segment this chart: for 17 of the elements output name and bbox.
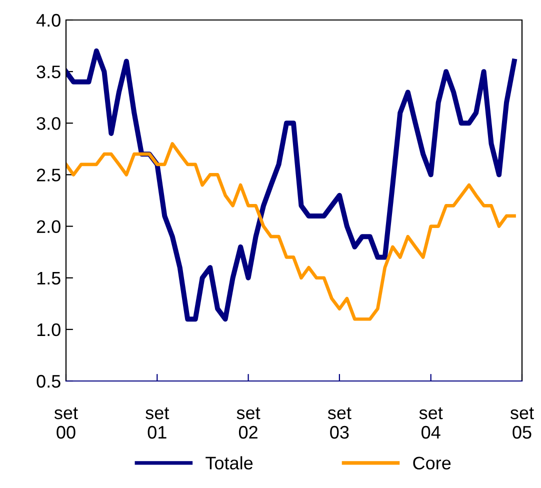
- x-tick-label: set 02: [236, 407, 260, 439]
- legend-label: Core: [413, 456, 451, 470]
- legend-label: Totale: [206, 456, 253, 470]
- x-tick-label: set 04: [419, 407, 443, 439]
- x-tick-label: set 01: [146, 407, 170, 439]
- x-tick-label: set 05: [510, 407, 534, 439]
- y-tick-label: 2.0: [36, 220, 60, 234]
- x-tick-label: set 03: [328, 407, 352, 439]
- y-tick-label: 0.5: [36, 374, 60, 388]
- y-tick-label: 4.0: [36, 14, 60, 27]
- y-tick-label: 1.0: [37, 323, 60, 336]
- y-tick-label: 1.5: [37, 272, 60, 285]
- x-tick-label: set 00: [54, 407, 78, 439]
- y-tick-label: 3.0: [36, 117, 60, 130]
- y-tick-label: 3.5: [36, 66, 60, 78]
- y-tick-label: 2.5: [36, 168, 60, 182]
- line-series: [66, 142, 516, 321]
